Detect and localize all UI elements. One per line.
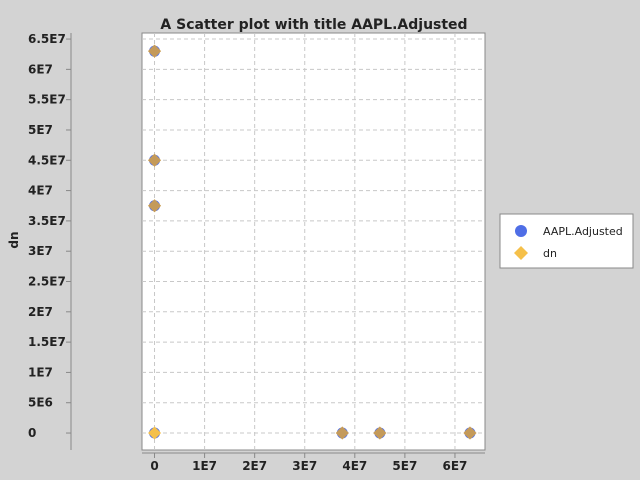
plot-area [141,32,486,451]
x-tick-label: 6E7 [443,459,468,473]
y-tick-label: 5.5E7 [28,93,66,107]
point-overlap [463,426,477,440]
legend-box [499,213,634,269]
legend-label-aapl-adjusted: AAPL.Adjusted [543,225,623,238]
grid-lines [142,33,485,450]
x-tick-label: 4E7 [342,459,367,473]
chart-title: A Scatter plot with title AAPL.Adjusted [160,17,467,33]
point-overlap [148,44,162,58]
y-tick-label: 4E7 [28,184,53,198]
y-tick-label: 2.5E7 [28,275,66,289]
point-overlap [373,426,387,440]
point-overlap [335,426,349,440]
y-axis-ticks: 0 5E6 1E7 1.5E7 2E7 2.5E7 3E7 3.5E7 4E7 4.5E7 5E7 5… [28,32,71,440]
y-tick-label: 1.5E7 [28,335,66,349]
y-tick-label: 6E7 [28,62,53,76]
point-overlap [148,199,162,213]
y-tick-label: 5E6 [28,396,53,410]
legend-marker-dn [514,246,528,260]
y-tick-label: 0 [28,426,36,440]
x-tick-label: 5E7 [392,459,417,473]
x-axis-ticks: 0 1E7 2E7 3E7 4E7 5E7 6E7 [150,453,467,473]
x-tick-label: 2E7 [242,459,267,473]
y-tick-label: 5E7 [28,123,53,137]
x-tick-label: 3E7 [292,459,317,473]
data-points [148,44,477,440]
y-tick-label: 3.5E7 [28,214,66,228]
y-tick-label: 4.5E7 [28,153,66,167]
y-axis-label: dn [7,231,21,248]
x-tick-label: 1E7 [192,459,217,473]
y-tick-label: 1E7 [28,365,53,379]
legend: AAPL.Adjusted dn [499,213,634,269]
y-tick-label: 6.5E7 [28,32,66,46]
point-dn [148,426,162,440]
x-tick-label: 0 [150,459,158,473]
point-overlap [148,153,162,167]
y-tick-label: 2E7 [28,305,53,319]
legend-marker-aapl-adjusted [515,225,527,237]
legend-label-dn: dn [543,247,557,260]
y-tick-label: 3E7 [28,244,53,258]
